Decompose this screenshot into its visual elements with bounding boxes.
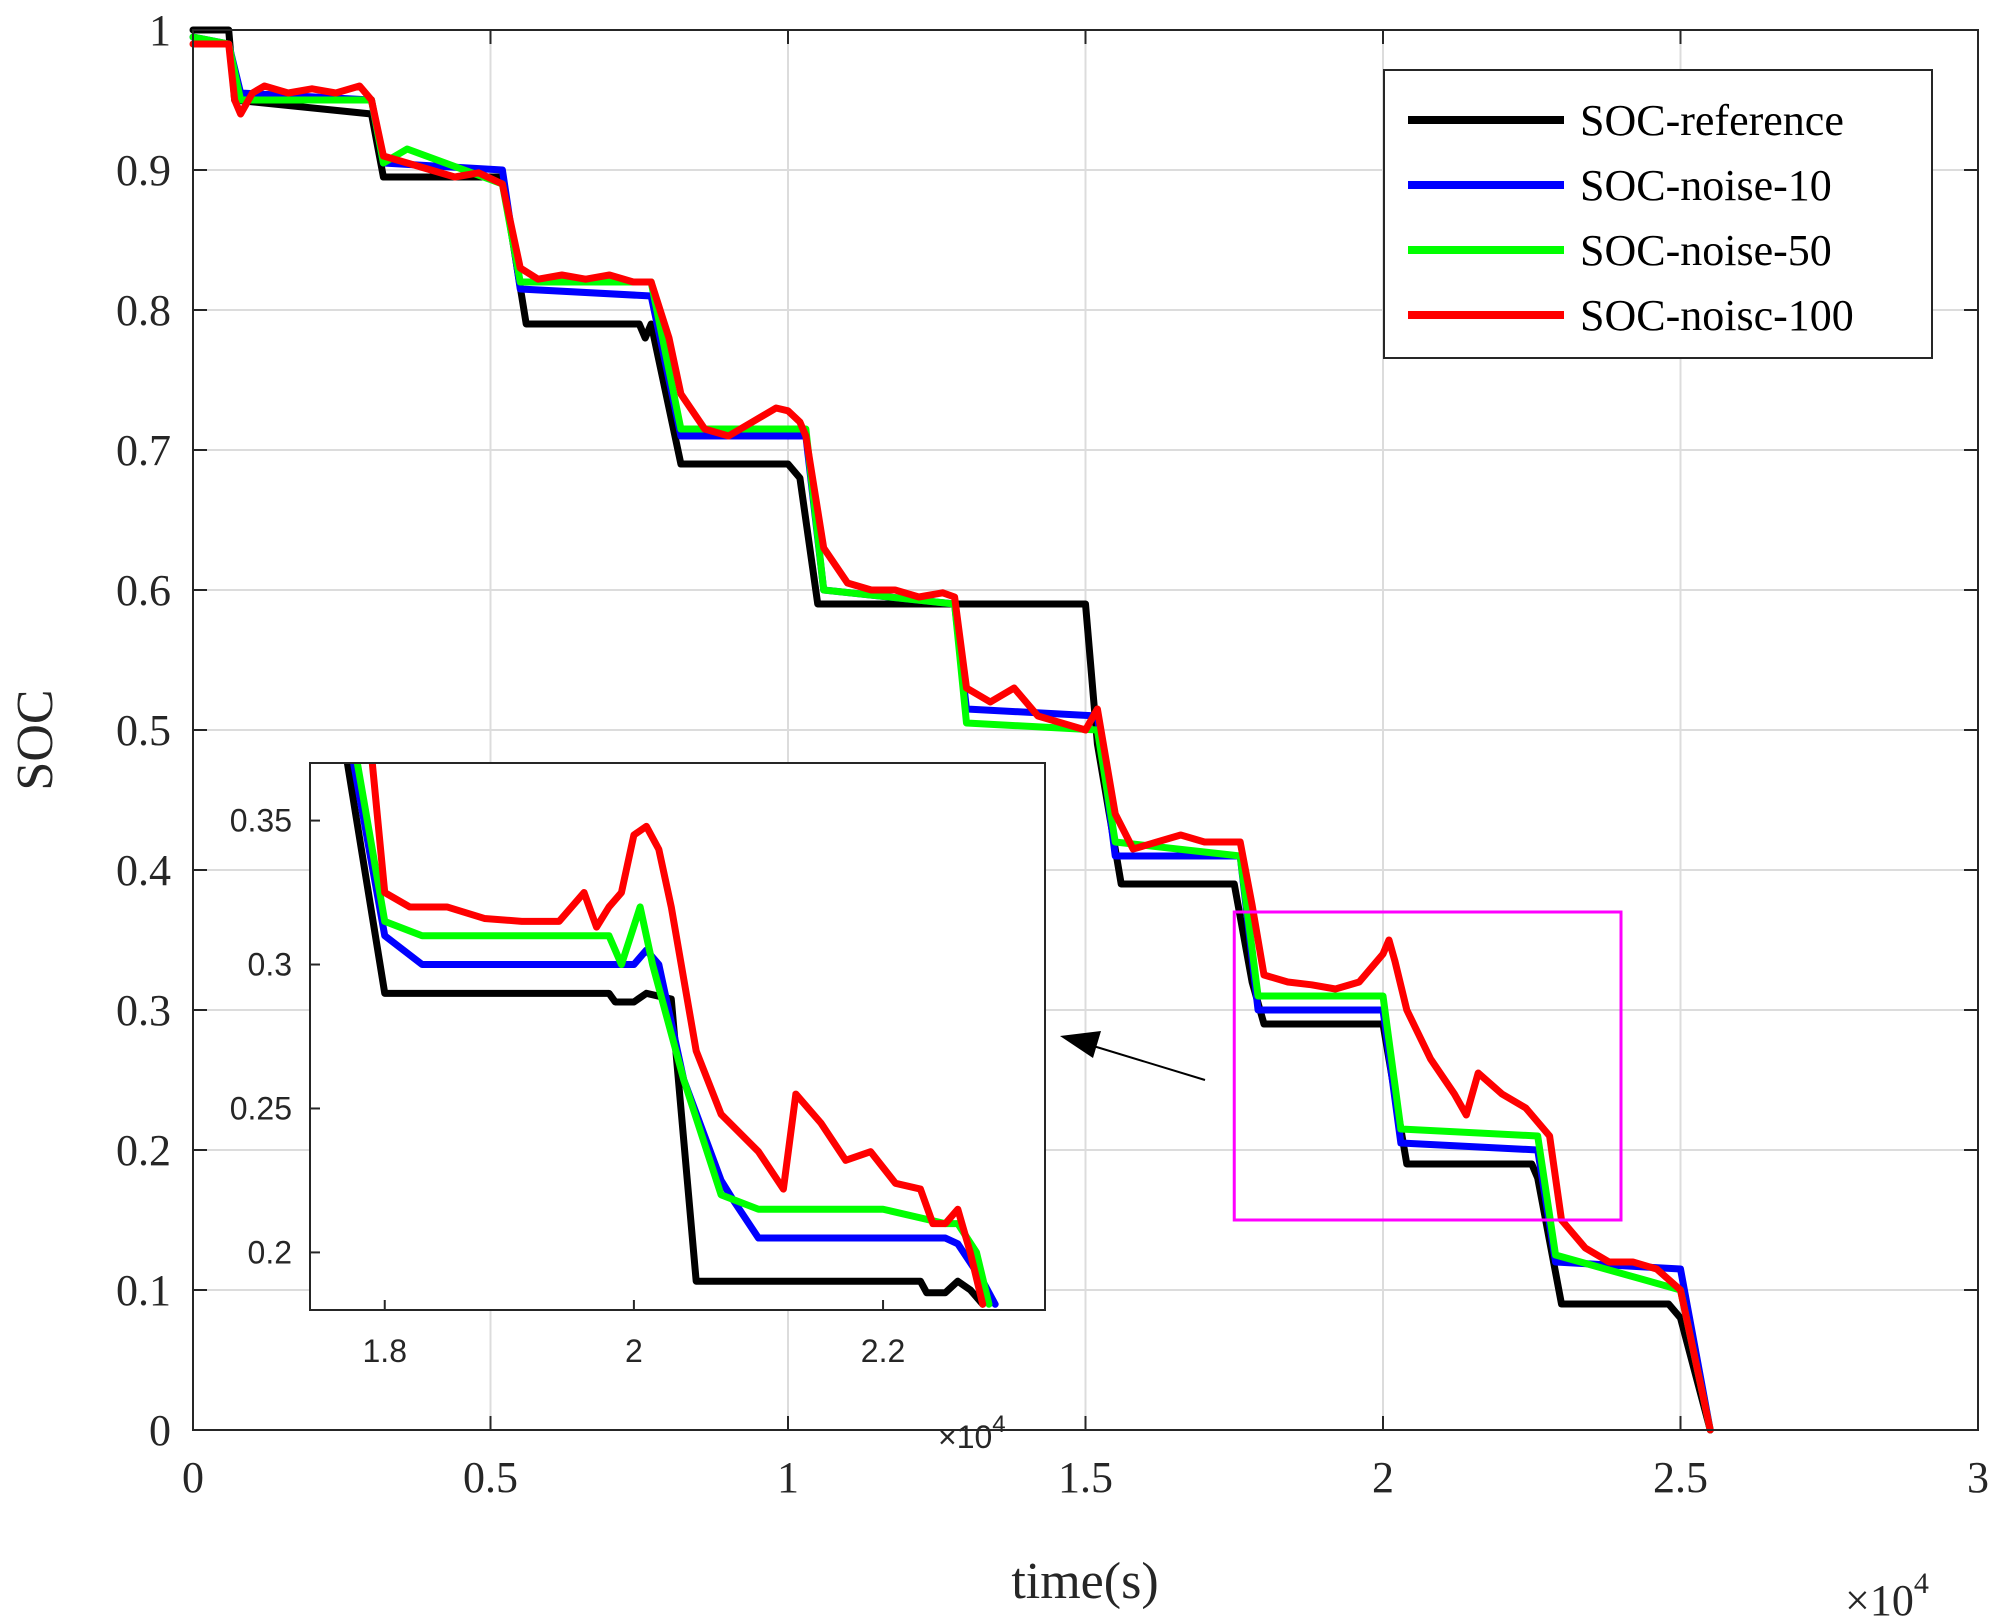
- x-axis-exponent: ×104: [1845, 1567, 1929, 1620]
- main-y-ticks: 0 0.1 0.2 0.3 0.4 0.5 0.6 0.7 0.8 0.9 1: [116, 6, 1978, 1455]
- inset-x-axis-exponent: ×104: [938, 1411, 1006, 1455]
- main-x-tick-label: 0.5: [463, 1453, 518, 1502]
- main-x-tick-label: 0: [182, 1453, 204, 1502]
- inset-plot-area: 1.8 2 2.2 0.2 0.25 0.3 0.35 ×104: [230, 762, 1046, 1455]
- series-line-soc-noisc-100: [189, 40, 1714, 1434]
- main-y-tick-label: 0.9: [116, 146, 171, 195]
- main-x-tick-label: 3: [1967, 1453, 1989, 1502]
- main-x-ticks: 0 0.5 1 1.5 2 2.5 3: [182, 30, 1989, 1502]
- legend: SOC-reference SOC-noise-10 SOC-noise-50 SOC…: [1383, 69, 1933, 359]
- y-axis-label: SOC: [7, 689, 64, 790]
- main-y-tick-label: 0.8: [116, 286, 171, 335]
- main-x-tick-label: 2.5: [1653, 1453, 1708, 1502]
- main-y-tick-label: 0.2: [116, 1126, 171, 1175]
- inset-axes-frame: [309, 762, 1046, 1311]
- legend-label: SOC-noise-50: [1580, 226, 1832, 275]
- inset-x-tick-label: 1.8: [363, 1333, 407, 1369]
- x-axis-exponent-base: ×10: [1845, 1576, 1914, 1620]
- inset-x-ticks: 1.8 2 2.2: [363, 1300, 905, 1369]
- main-x-tick-label: 1: [777, 1453, 799, 1502]
- inset-y-tick-label: 0.25: [230, 1090, 292, 1126]
- main-y-tick-label: 0.5: [116, 706, 171, 755]
- main-y-tick-label: 1: [149, 6, 171, 55]
- main-y-tick-label: 0.1: [116, 1266, 171, 1315]
- zoom-arrow: [1060, 1031, 1206, 1081]
- inset-series-lines: [343, 763, 999, 1308]
- inset-y-tick-label: 0.35: [230, 803, 292, 839]
- zoom-region-box: [1232, 910, 1623, 1222]
- inset-series-line-soc-noisc-100: [368, 763, 987, 1308]
- inset-x-tick-label: 2.2: [861, 1333, 905, 1369]
- inset-series-line-soc-noise-50: [353, 763, 993, 1308]
- legend-label: SOC-reference: [1580, 96, 1844, 145]
- main-y-tick-label: 0.3: [116, 986, 171, 1035]
- inset-y-tick-label: 0.2: [248, 1234, 292, 1270]
- inset-y-tick-label: 0.3: [248, 947, 292, 983]
- main-x-tick-label: 2: [1372, 1453, 1394, 1502]
- inset-y-ticks: 0.2 0.25 0.3 0.35: [230, 803, 320, 1270]
- main-series-lines: [189, 26, 1714, 1434]
- legend-label: SOC-noise-10: [1580, 161, 1832, 210]
- main-y-tick-label: 0: [149, 1406, 171, 1455]
- main-y-tick-label: 0.4: [116, 846, 171, 895]
- inset-x-axis-exponent-power: 4: [992, 1411, 1005, 1438]
- x-axis-label: time(s): [1011, 1553, 1158, 1610]
- main-x-tick-label: 1.5: [1058, 1453, 1113, 1502]
- main-y-tick-label: 0.6: [116, 566, 171, 615]
- inset-x-axis-exponent-base: ×10: [938, 1419, 992, 1455]
- inset-x-tick-label: 2: [625, 1333, 643, 1369]
- main-y-tick-label: 0.7: [116, 426, 171, 475]
- inset-series-line-soc-reference: [343, 763, 987, 1308]
- legend-label: SOC-noisc-100: [1580, 291, 1854, 340]
- x-axis-exponent-power: 4: [1914, 1567, 1929, 1600]
